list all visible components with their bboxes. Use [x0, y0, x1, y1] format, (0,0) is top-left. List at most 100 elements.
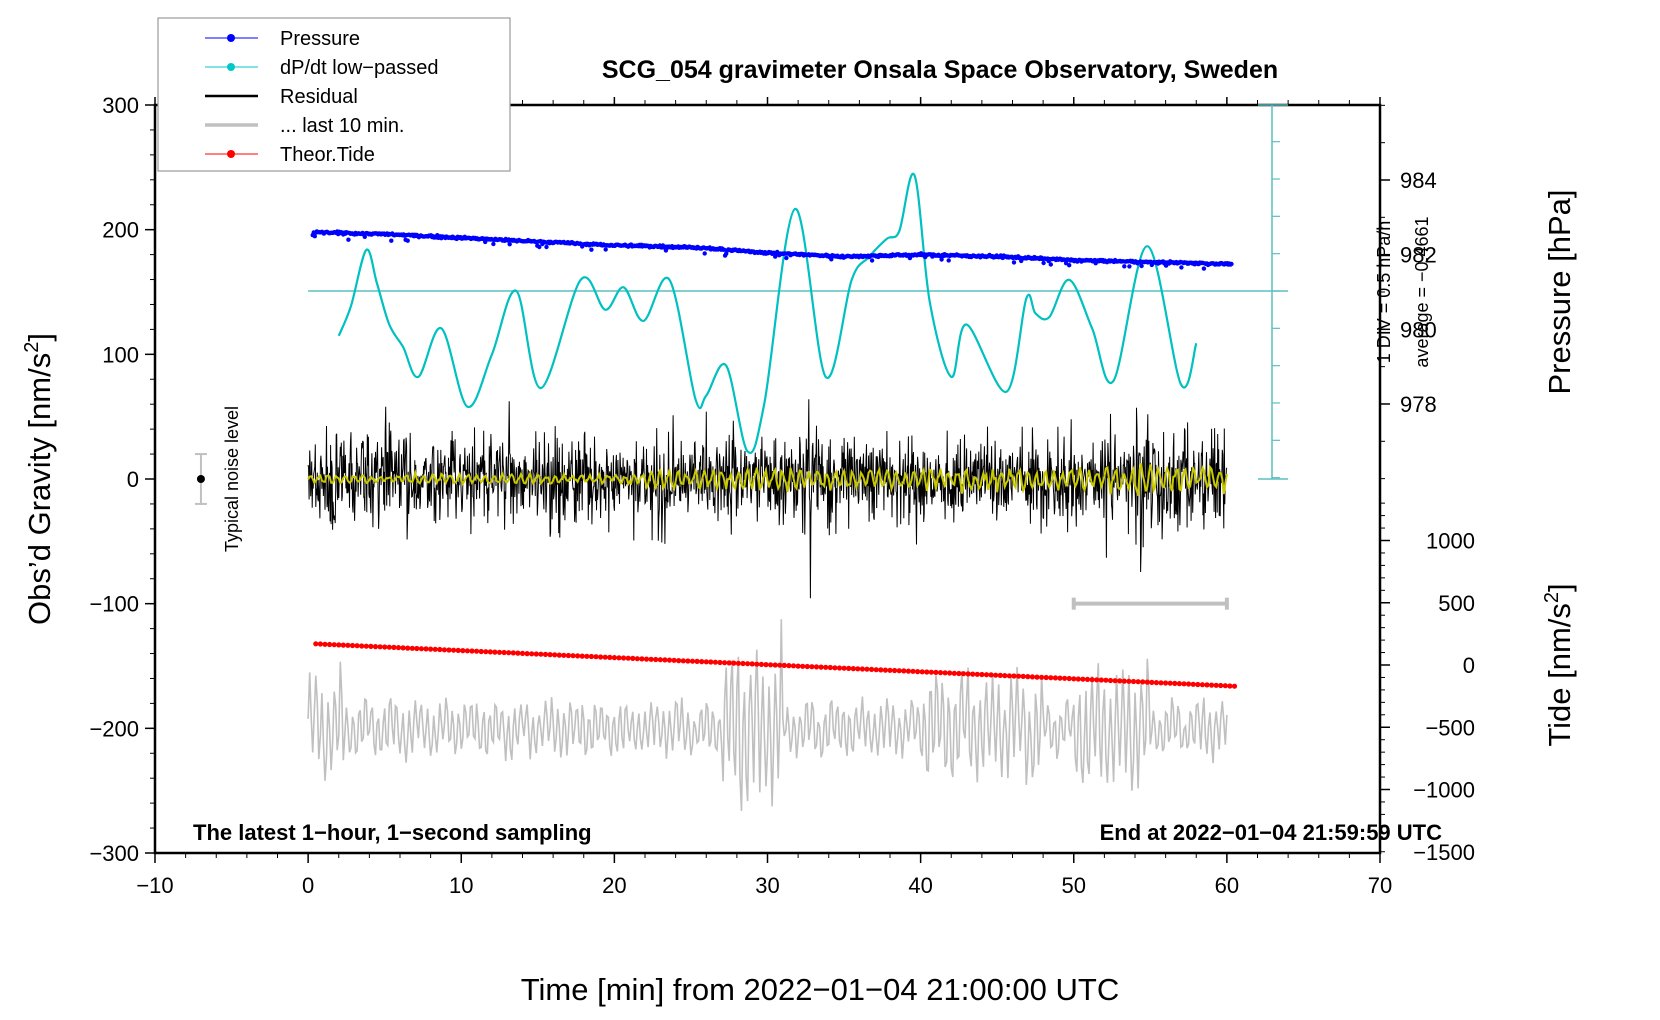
legend: Pressure dP/dt low−passed Residual ... last…: [157, 17, 511, 172]
tide-point: [1130, 678, 1137, 685]
legend-marker: [227, 34, 235, 42]
tide-point: [437, 646, 443, 653]
tide-point: [777, 662, 783, 668]
tide-point: [1181, 681, 1187, 687]
tide-point: [1222, 683, 1228, 689]
tide-point: [1195, 681, 1201, 688]
tide-point: [813, 664, 820, 670]
y-axis-title-gravity-sup: 2: [21, 342, 43, 353]
pressure-point: [389, 238, 394, 243]
tide-point: [1190, 681, 1196, 687]
tide-point: [846, 665, 852, 672]
tide-point: [1020, 673, 1026, 680]
tide-point: [487, 649, 493, 655]
pressure-point: [537, 244, 542, 250]
tide-point: [423, 646, 429, 652]
tide-point: [818, 664, 824, 670]
x-tick-label: 30: [755, 873, 779, 898]
tide-point: [474, 648, 480, 654]
tide-point: [469, 648, 475, 654]
x-tick-label: 20: [602, 873, 626, 898]
noise-level-label: Typical noise level: [222, 406, 242, 552]
tide-point: [726, 660, 732, 666]
tide-point: [666, 657, 673, 663]
tide-point: [322, 641, 328, 647]
tide-point: [1011, 673, 1017, 679]
tide-point: [942, 670, 948, 676]
tide-point: [634, 656, 640, 662]
tide-point: [910, 668, 916, 674]
y-axis-title-gravity-base: Obs’d Gravity [nm/s: [22, 353, 57, 625]
tide-point: [772, 662, 778, 668]
tide-point: [1135, 679, 1141, 685]
tide-point: [662, 657, 668, 663]
pressure-point: [1139, 263, 1144, 269]
tide-point: [859, 666, 866, 672]
tide-point: [584, 653, 590, 659]
tide-point: [1084, 676, 1091, 683]
tide-point: [418, 646, 424, 652]
tide-point: [1002, 673, 1008, 679]
pressure-points: [310, 229, 1234, 271]
tide-point: [878, 667, 884, 673]
y-axis-title-gravity-end: ]: [22, 333, 57, 342]
tide-point: [869, 666, 875, 673]
tide-point: [1218, 682, 1224, 689]
tide-point: [915, 669, 921, 675]
tide-point: [340, 642, 346, 648]
residual-trace: [307, 399, 1228, 599]
tide-point: [372, 644, 379, 650]
y-tick-label: 100: [102, 342, 139, 367]
tide-point: [492, 649, 498, 655]
tide-point: [1016, 673, 1022, 679]
tide-point: [974, 671, 980, 677]
tide-point: [951, 670, 957, 676]
pressure-point: [1127, 264, 1132, 269]
tide-point: [1006, 673, 1013, 679]
tide-point: [1089, 677, 1095, 683]
tide-point: [708, 659, 714, 665]
pressure-point: [312, 234, 317, 239]
tide-point: [1144, 679, 1150, 685]
tide-point: [887, 667, 893, 673]
tide-point: [1231, 683, 1238, 689]
tide-point: [345, 642, 351, 648]
tide-point: [547, 652, 553, 658]
tide-point: [933, 669, 939, 676]
tide-point: [538, 651, 544, 657]
tide-point: [414, 645, 420, 652]
tide-point: [768, 662, 774, 668]
pressure-point: [1122, 264, 1127, 269]
tide-point: [1034, 674, 1040, 680]
tide-point: [1048, 675, 1054, 681]
tide-point: [970, 671, 976, 677]
tide-point: [451, 647, 457, 653]
tide-point: [446, 647, 452, 653]
tide-point: [501, 649, 507, 656]
tide-point: [464, 648, 470, 654]
tide-point: [703, 659, 709, 665]
tide-point: [428, 646, 434, 652]
tide-point: [653, 656, 659, 663]
tide-point: [988, 672, 994, 678]
tide-tick-label: −1000: [1413, 778, 1475, 803]
legend-marker: [227, 63, 235, 71]
legend-box: [157, 17, 511, 172]
tide-point: [336, 642, 342, 648]
tide-point: [648, 656, 654, 662]
residual-lowpass-trace: [307, 462, 1228, 497]
tide-point: [1176, 681, 1182, 687]
tide-point: [671, 657, 677, 663]
y-axis-title-tide-end: ]: [1542, 583, 1577, 592]
legend-marker: [227, 150, 235, 158]
tide-point: [386, 644, 392, 650]
tide-point: [804, 663, 810, 670]
y-axis-title-gravity: Obs’d Gravity [nm/s2]: [21, 333, 57, 625]
tide-point: [354, 643, 360, 649]
tide-point: [441, 647, 447, 653]
tide-point: [1163, 680, 1169, 686]
tide-point: [983, 672, 990, 678]
tide-point: [483, 649, 489, 655]
pressure-point: [1201, 266, 1207, 271]
x-tick-label: −10: [136, 873, 173, 898]
